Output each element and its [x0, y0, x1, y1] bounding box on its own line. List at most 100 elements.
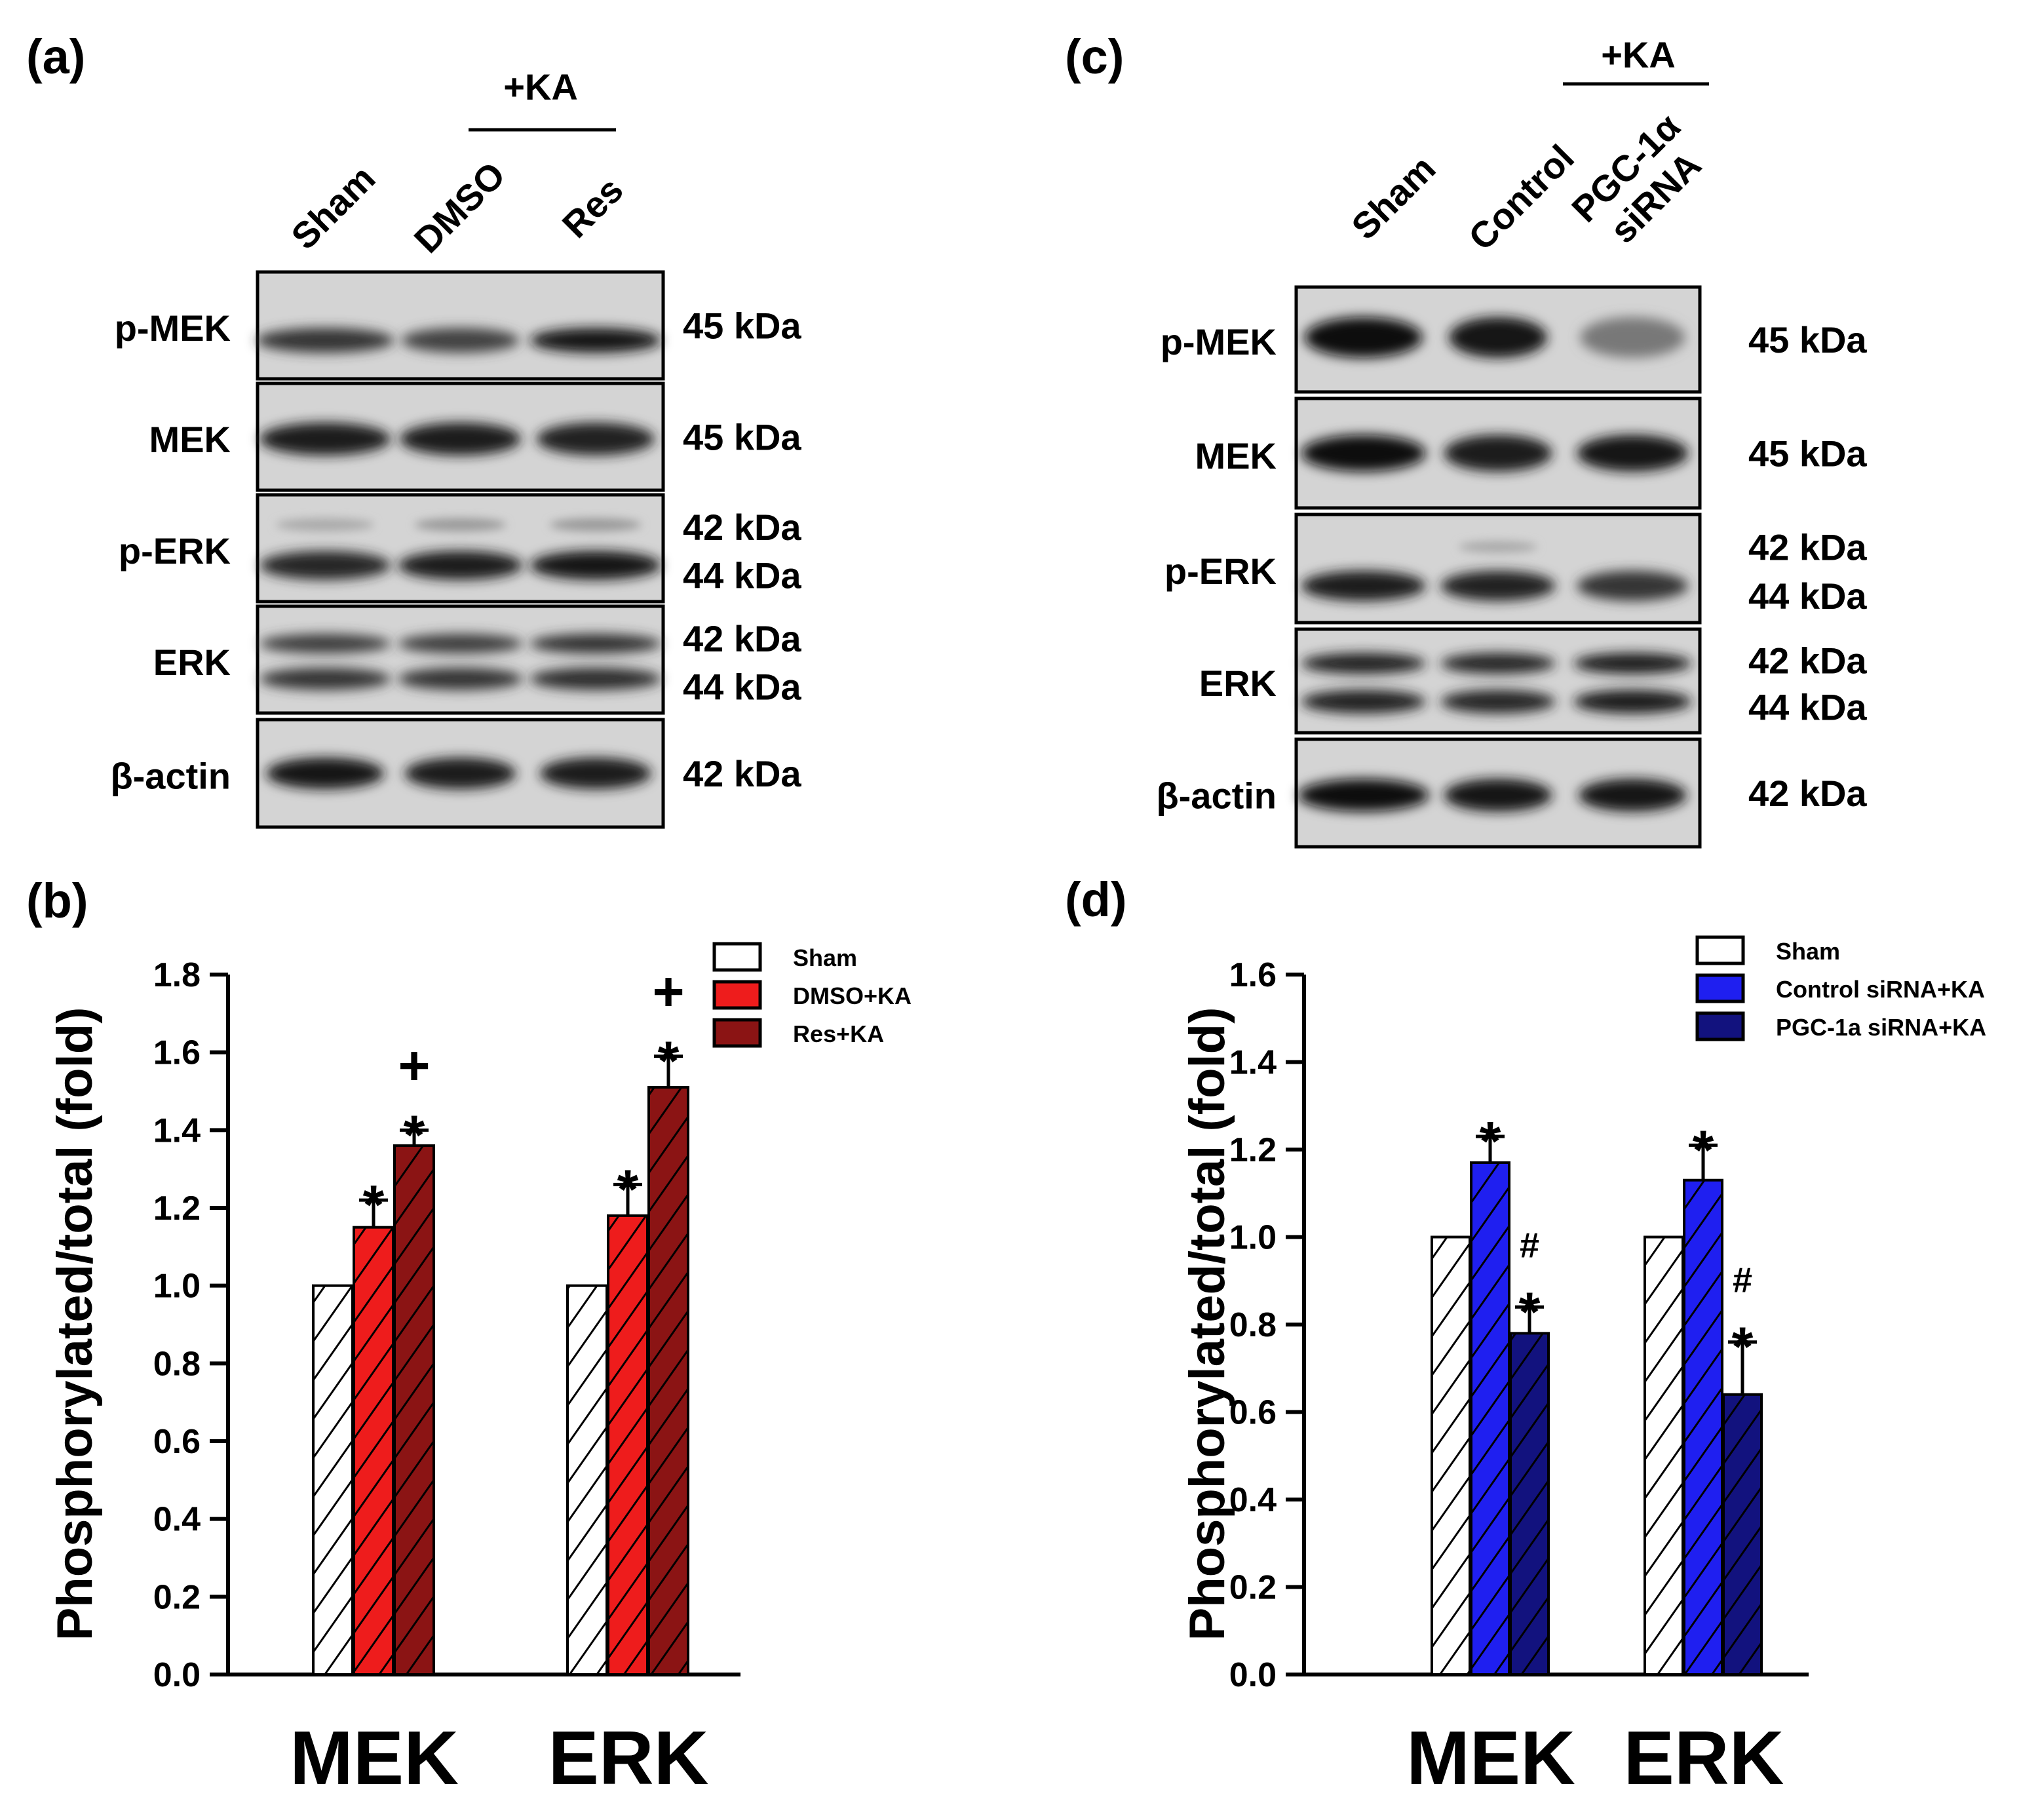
blot-band	[1301, 653, 1426, 674]
blot-band	[276, 518, 375, 532]
bar-mek-1: *	[353, 1174, 394, 1676]
blot-band	[414, 518, 507, 532]
blot-row: p-MEK 45 kDa	[115, 270, 801, 381]
kda-label: 42 kDa	[683, 507, 801, 548]
bar-hatch	[1509, 1332, 1550, 1676]
blot-row: p-MEK 45 kDa	[1161, 285, 1867, 394]
bar-mek-0	[1431, 1235, 1471, 1676]
y-tick-label: 0.8	[1229, 1306, 1277, 1344]
blot-band	[1459, 541, 1537, 553]
bar-mek-2: *#	[1509, 1226, 1550, 1676]
chart-d: 0.0 0.2 0.4 0.6 0.8 1.0 1.2 1.4 1.6 Phosphorylate…	[1180, 935, 1986, 1800]
blot-band	[529, 551, 661, 580]
blot-row: p-ERK 42 kDa 44 kDa	[119, 493, 801, 604]
bar-mek-0	[312, 1284, 354, 1676]
legend: Sham Control siRNA+KA PGC-1a siRNA+KA	[1695, 935, 1986, 1041]
protein-label: MEK	[1195, 435, 1277, 476]
panel-a-lane-labels: Sham DMSO Res	[283, 154, 631, 261]
legend-label: DMSO+KA	[793, 982, 912, 1009]
significance-mark: *	[617, 1158, 639, 1220]
bar-hatch	[1470, 1161, 1510, 1676]
y-tick-label: 1.6	[153, 1034, 201, 1072]
blot-band	[1580, 317, 1685, 358]
lane-label: Res	[554, 169, 631, 246]
blot-band	[1577, 435, 1689, 472]
category-label: MEK	[1406, 1715, 1575, 1800]
blot-band	[260, 551, 391, 580]
significance-mark: *	[1693, 1119, 1714, 1180]
blot-band	[398, 667, 523, 690]
legend-label: Sham	[793, 944, 857, 971]
panel-d-label: (d)	[1065, 872, 1127, 927]
blot-band	[1444, 435, 1552, 472]
blot-band	[529, 634, 661, 654]
blot-band	[1440, 570, 1556, 601]
y-tick-label: 1.8	[153, 956, 201, 994]
blot-band	[400, 422, 521, 455]
bar-hatch	[607, 1214, 649, 1676]
significance-mark: *	[1732, 1316, 1754, 1378]
kda-label: 44 kDa	[1748, 687, 1867, 728]
y-tick-label: 0.6	[153, 1423, 201, 1461]
legend-swatch	[712, 980, 762, 1010]
blot-band	[1304, 317, 1423, 358]
blot-band	[536, 422, 655, 455]
blot-band	[1573, 653, 1692, 674]
kda-label: 42 kDa	[1748, 640, 1867, 681]
legend-swatch	[1695, 973, 1745, 1003]
y-tick-label: 0.4	[1229, 1481, 1277, 1519]
significance-mark: *	[1519, 1281, 1541, 1342]
blot-band	[401, 328, 520, 353]
blot-band	[256, 328, 394, 353]
bar-hatch	[566, 1284, 608, 1676]
bar-erk-1: *	[607, 1158, 649, 1676]
blot-band	[539, 758, 651, 789]
protein-label: p-MEK	[1161, 321, 1277, 362]
panel-b-label: (b)	[26, 874, 88, 928]
y-tick-label: 0.6	[1229, 1394, 1277, 1432]
blot-row: ERK 42 kDa 44 kDa	[153, 604, 801, 715]
significance-mark: *	[1480, 1110, 1501, 1172]
y-tick-label: 1.4	[1229, 1044, 1277, 1082]
y-axis-label: Phosphorylated/total (fold)	[47, 1007, 103, 1641]
bar-hatch	[647, 1086, 689, 1676]
bar-hatch	[393, 1144, 435, 1676]
protein-label: p-ERK	[119, 530, 231, 571]
panel-c-treatment: +KA	[1601, 34, 1676, 75]
y-tick-label: 0.2	[153, 1578, 201, 1616]
significance-mark: *	[363, 1174, 385, 1235]
protein-label: p-ERK	[1164, 551, 1277, 592]
kda-label: 45 kDa	[683, 417, 801, 458]
blot-band	[398, 551, 523, 580]
bar-hatch	[1431, 1235, 1471, 1676]
kda-label: 42 kDa	[683, 618, 801, 659]
bar-hatch	[1722, 1393, 1763, 1676]
y-tick-label: 1.0	[1229, 1219, 1277, 1257]
blot-row: MEK 45 kDa	[1195, 397, 1867, 510]
blot-band	[266, 758, 385, 789]
panel-c-label: (c)	[1065, 29, 1124, 84]
legend: Sham DMSO+KA Res+KA	[712, 942, 912, 1048]
protein-label: ERK	[153, 642, 231, 683]
chart-b: 0.0 0.2 0.4 0.6 0.8 1.0 1.2 1.4 1.6 1.8 Phosphoryl…	[47, 942, 912, 1800]
lane-label: Control	[1461, 137, 1582, 258]
kda-label: 44 kDa	[1748, 575, 1867, 617]
lane-label: Sham	[1343, 147, 1443, 247]
panel-a-label: (a)	[26, 29, 85, 84]
significance-mark: #	[1733, 1261, 1752, 1300]
bar-hatch	[1683, 1178, 1723, 1676]
kda-label: 42 kDa	[1748, 527, 1867, 568]
blot-band	[260, 634, 391, 654]
legend-label: PGC-1a siRNA+KA	[1776, 1014, 1986, 1041]
y-tick-label: 1.2	[1229, 1131, 1277, 1169]
legend-swatch	[712, 1018, 762, 1048]
blot-band	[1578, 779, 1687, 812]
lane-label-text: Sham	[283, 157, 383, 257]
legend-swatch	[1695, 935, 1745, 965]
blot-band	[529, 667, 661, 690]
lane-label-text: Sham	[1343, 147, 1443, 247]
kda-label: 42 kDa	[683, 753, 801, 794]
